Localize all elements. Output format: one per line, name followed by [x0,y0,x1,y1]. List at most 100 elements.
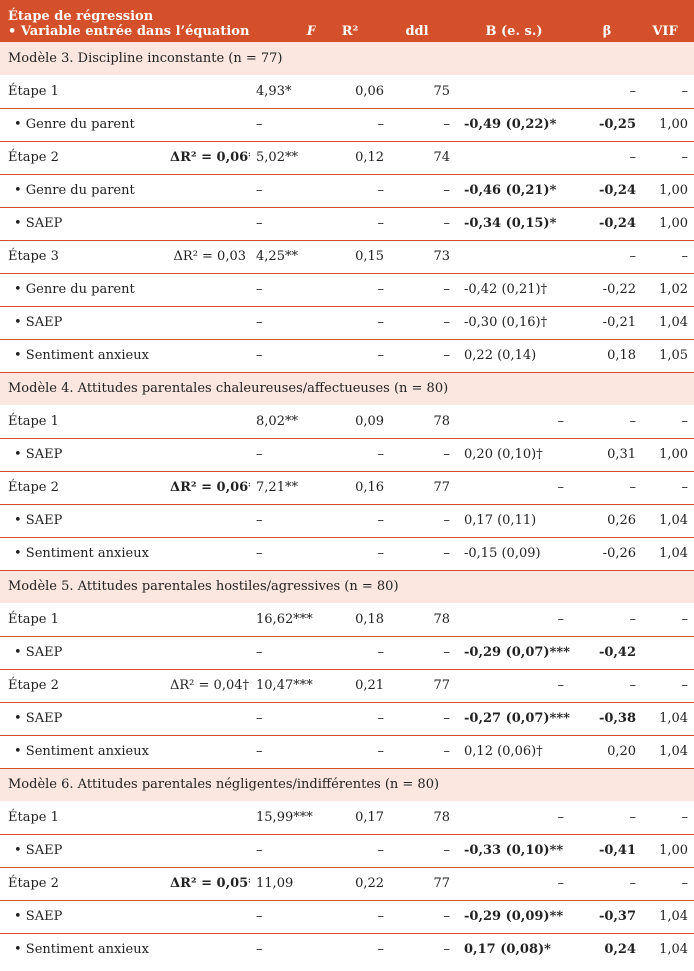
vif-cell: – [636,471,694,505]
delta-r2-cell [170,834,251,868]
model-heading: Modèle 3. Discipline inconstante (n = 77… [8,51,283,66]
variable-row: • SAEP – – – -0,33 (0,10)** -0,41 1,00 [0,834,694,868]
ddl-cell: – [384,900,451,934]
ddl-cell: 78 [384,603,451,637]
f-cell: 10,47*** [250,669,317,703]
f-cell: 11,09 [250,867,317,901]
row-label: • Genre du parent [0,174,170,208]
r2-cell: 0,17 [316,801,385,835]
delta-r2-cell [170,438,251,472]
delta-r2-cell [170,801,251,835]
f-cell: – [250,273,317,307]
delta-r2-cell [170,735,251,769]
variable-row: • Sentiment anxieux – – –0,22 (0,14) 0,18 1,0… [0,339,694,373]
ddl-cell: – [384,504,451,538]
r2-cell: – [316,438,385,472]
delta-r2-cell [170,75,251,109]
beta-cell: – [578,471,637,505]
r2-cell: – [316,636,385,670]
b-cell: 0,20 (0,10)† [450,438,579,472]
r2-cell: 0,12 [316,141,385,175]
delta-r2-cell [170,174,251,208]
beta-cell: -0,26 [578,537,637,571]
row-label: Étape 3 [0,240,170,274]
row-label: • Sentiment anxieux [0,339,170,373]
model-heading: Modèle 5. Attitudes parentales hostiles/… [8,579,399,595]
delta-r2-cell [170,207,251,241]
f-cell: – [250,636,317,670]
row-label: • SAEP [0,504,170,538]
beta-cell: – [578,141,637,175]
ddl-cell: – [384,735,451,769]
beta-cell: – [578,75,637,109]
variable-row: • Genre du parent – – – -0,46 (0,21)* -0,24 1,… [0,174,694,208]
beta-cell: 0,18 [578,339,637,373]
row-label: • Sentiment anxieux [0,537,170,571]
beta-cell: – [578,240,637,274]
header-variable: • Variable entrée dans l’équation [8,24,250,39]
ddl-cell: 77 [384,669,451,703]
b-cell: – [450,405,579,439]
vif-cell: 1,00 [636,108,694,142]
ddl-cell: 77 [384,471,451,505]
step-row: Étape 3 ΔR² = 0,03 4,25** 0,15 73 – – [0,240,694,274]
delta-r2-cell [170,306,251,340]
delta-r2-cell [170,504,251,538]
vif-cell: 1,04 [636,537,694,571]
b-cell [450,141,579,175]
vif-cell: 1,00 [636,174,694,208]
model-heading: Modèle 6. Attitudes parentales négligent… [8,777,440,793]
delta-r2-cell [170,603,251,637]
ddl-cell: – [384,636,451,670]
b-cell: -0,27 (0,07)*** [450,702,579,736]
variable-row: • SAEP – – –0,20 (0,10)† 0,31 1,00 [0,438,694,472]
variable-row: • SAEP – – – -0,29 (0,07)*** -0,42 [0,636,694,670]
vif-cell: – [636,405,694,439]
ddl-cell: – [384,207,451,241]
r2-cell: 0,21 [316,669,385,703]
vif-cell: 1,00 [636,834,694,868]
b-cell: -0,29 (0,09)** [450,900,579,934]
f-cell: – [250,339,317,373]
r2-cell: – [316,834,385,868]
model-heading: Modèle 4. Attitudes parentales chaleureu… [8,381,449,397]
f-cell: 4,25** [250,240,317,274]
row-label: Étape 1 [0,75,170,109]
vif-cell: 1,00 [636,207,694,241]
b-cell: -0,33 (0,10)** [450,834,579,868]
f-cell: – [250,537,317,571]
row-label: Étape 2 [0,669,170,703]
f-cell: – [250,735,317,769]
f-cell: – [250,702,317,736]
row-label: • Sentiment anxieux [14,942,149,958]
row-label: • SAEP [0,438,170,472]
row-label: • SAEP [0,207,170,241]
header-step-variable: Étape de régression • Variable entrée da… [0,0,250,42]
beta-cell: -0,21 [578,306,637,340]
vif-cell: 1,05 [636,339,694,373]
beta-cell: 0,31 [578,438,637,472]
header-vif: VIF [652,24,678,39]
row-label: • SAEP [0,900,170,934]
step-row: Étape 1 4,93* 0,06 75 – – [0,75,694,109]
ddl-cell: – [384,537,451,571]
vif-cell: – [636,603,694,637]
row-label: • SAEP [0,636,170,670]
delta-r2-cell [170,537,251,571]
delta-r2-cell: ΔR² = 0,04† [170,669,251,703]
beta-cell: -0,42 [578,636,637,670]
vif-cell: – [636,240,694,274]
r2-cell: – [316,174,385,208]
ddl-cell: 78 [384,405,451,439]
ddl-cell: – [384,174,451,208]
ddl-cell: – [384,339,451,373]
f-cell: – [250,207,317,241]
f-cell: 5,02** [250,141,317,175]
beta-cell: -0,25 [578,108,637,142]
variable-row: • Genre du parent – – – -0,49 (0,22)* -0,25 1,… [0,108,694,142]
b-cell: – [450,471,579,505]
vif-cell: 1,04 [636,306,694,340]
f-cell: – [250,108,317,142]
b-cell: -0,15 (0,09) [450,537,579,571]
f-cell: 8,02** [250,405,317,439]
